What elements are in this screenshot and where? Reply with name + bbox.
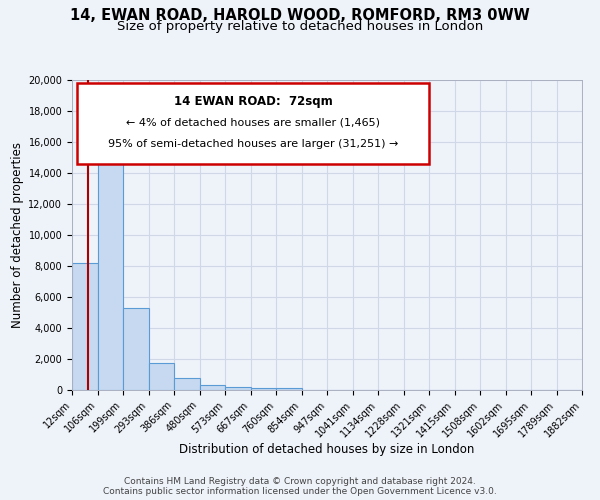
FancyBboxPatch shape <box>77 83 429 164</box>
Bar <box>97 134 123 390</box>
Text: Size of property relative to detached houses in London: Size of property relative to detached ho… <box>117 20 483 33</box>
Text: Contains public sector information licensed under the Open Government Licence v3: Contains public sector information licen… <box>103 487 497 496</box>
Bar <box>72 263 97 390</box>
Text: ← 4% of detached houses are smaller (1,465): ← 4% of detached houses are smaller (1,4… <box>126 117 380 127</box>
Y-axis label: Number of detached properties: Number of detached properties <box>11 142 24 328</box>
Text: 14 EWAN ROAD:  72sqm: 14 EWAN ROAD: 72sqm <box>173 96 332 108</box>
Bar <box>225 387 251 390</box>
Bar <box>199 386 225 390</box>
Bar <box>276 388 302 390</box>
X-axis label: Distribution of detached houses by size in London: Distribution of detached houses by size … <box>179 443 475 456</box>
Text: 95% of semi-detached houses are larger (31,251) →: 95% of semi-detached houses are larger (… <box>108 139 398 149</box>
Text: Contains HM Land Registry data © Crown copyright and database right 2024.: Contains HM Land Registry data © Crown c… <box>124 477 476 486</box>
Text: 14, EWAN ROAD, HAROLD WOOD, ROMFORD, RM3 0WW: 14, EWAN ROAD, HAROLD WOOD, ROMFORD, RM3… <box>70 8 530 22</box>
Bar <box>123 308 149 390</box>
Bar <box>149 363 174 390</box>
Bar <box>251 388 276 390</box>
Bar <box>174 378 199 390</box>
